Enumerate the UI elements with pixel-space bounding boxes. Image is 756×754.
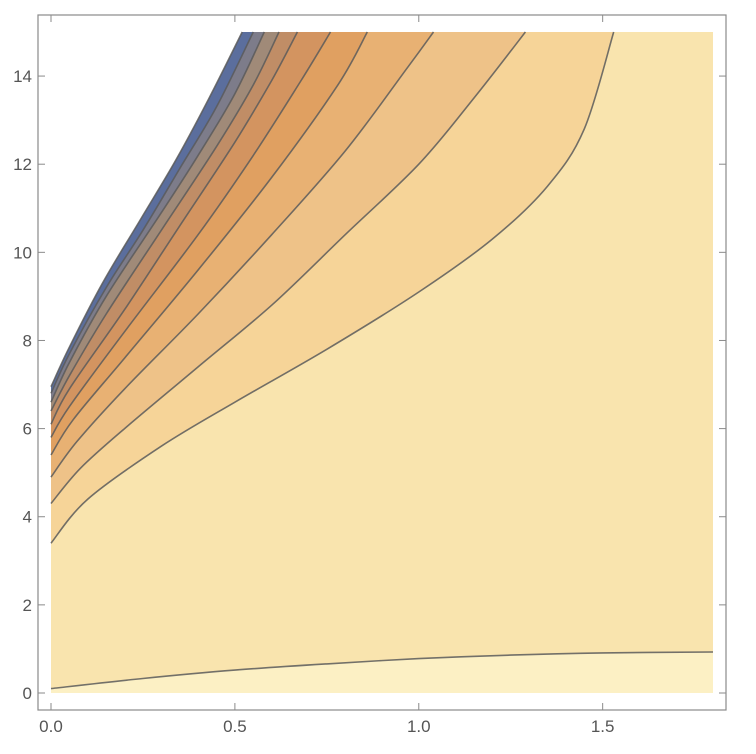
region-bottom-band [51, 652, 713, 693]
contour-line-9 [50, 31, 255, 394]
contour-line-5 [50, 31, 332, 438]
x-tick-label: 0.0 [39, 717, 63, 736]
contour-line-6 [50, 31, 299, 425]
axis-ticks: 0.0 0.5 1.0 1.5 0 2 4 6 8 10 12 14 [13, 15, 726, 736]
x-tick-label: 0.5 [223, 717, 247, 736]
y-tick-label: 12 [13, 155, 32, 174]
y-tick-label: 14 [13, 67, 32, 86]
contour-line-2 [50, 31, 527, 505]
region-outside-domain [51, 32, 243, 387]
contour-line-3 [50, 31, 435, 478]
contour-line-8 [50, 31, 266, 403]
contour-line-1 [50, 31, 615, 544]
x-tick-label: 1.0 [407, 717, 431, 736]
contour-line-4 [50, 31, 368, 456]
y-tick-label: 2 [23, 596, 32, 615]
y-tick-label: 6 [23, 420, 32, 439]
y-tick-label: 8 [23, 331, 32, 350]
plot-area [50, 31, 714, 693]
y-tick-label: 0 [23, 684, 32, 703]
x-tick-label: 1.5 [591, 717, 615, 736]
contour-line-7 [50, 31, 280, 412]
y-tick-label: 10 [13, 243, 32, 262]
contour-line-10 [50, 31, 243, 388]
plot-frame [37, 14, 727, 711]
y-tick-label: 4 [23, 508, 32, 527]
contour-line-bottom [50, 651, 714, 690]
